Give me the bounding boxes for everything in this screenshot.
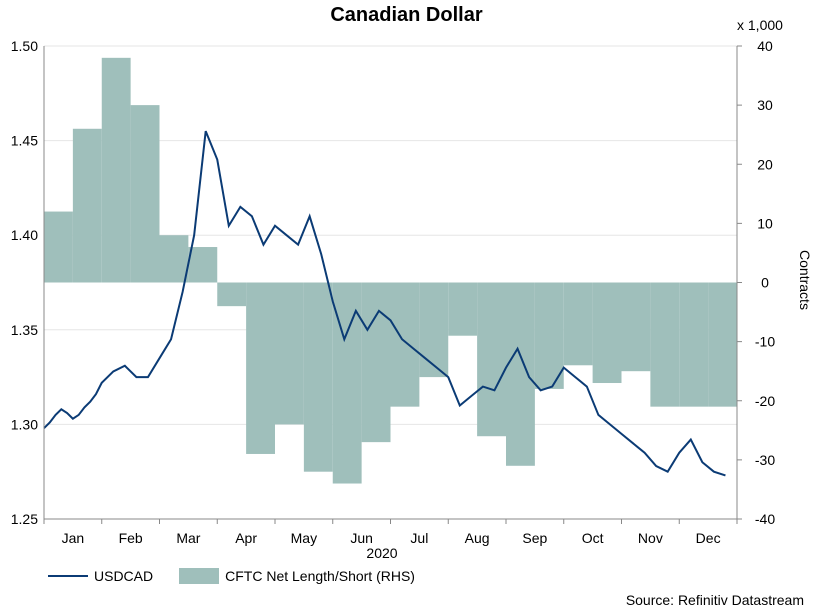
area-bar [708, 282, 737, 407]
legend-swatch-area [179, 568, 220, 584]
month-label: Mar [176, 530, 200, 546]
chart-title: Canadian Dollar [330, 4, 483, 26]
month-label: Jun [350, 530, 373, 546]
area-bar [275, 282, 304, 425]
month-label: Sep [522, 530, 547, 546]
source-note: Source: Refinitiv Datastream [625, 592, 804, 608]
area-bar [101, 57, 131, 283]
area-bar [650, 282, 680, 407]
area-bar [303, 282, 333, 472]
month-label: Jul [410, 530, 428, 546]
month-label: May [291, 530, 317, 546]
right-axis-multiplier: x 1,000 [737, 17, 783, 33]
area-bar [217, 282, 247, 307]
area-bar [246, 282, 275, 454]
left-tick-label: 1.25 [11, 511, 38, 527]
area-bar [534, 282, 564, 389]
area-bar [477, 282, 506, 437]
left-tick-label: 1.45 [11, 133, 38, 149]
right-tick-label: -30 [755, 452, 775, 468]
right-tick-label: 10 [757, 215, 773, 231]
area-bar [44, 211, 73, 283]
area-layer [44, 57, 737, 484]
legend-swatch-line [48, 575, 88, 577]
area-bar [419, 282, 449, 378]
legend: USDCAD CFTC Net Length/Short (RHS) [48, 568, 441, 584]
right-tick-label: 0 [761, 275, 769, 291]
area-bar [72, 128, 102, 283]
month-label: Jan [62, 530, 85, 546]
area-bar [390, 282, 420, 407]
month-label: Apr [235, 530, 257, 546]
area-bar [563, 282, 593, 366]
ticks: 1.25 1.30 1.35 1.40 1.45 1.50 -40 -30 -20 -10 0 10 2… [11, 38, 776, 546]
area-bar [130, 105, 160, 283]
month-label: Nov [638, 530, 663, 546]
month-label: Dec [696, 530, 721, 546]
line-layer [43, 130, 726, 477]
left-tick-label: 1.30 [11, 416, 38, 432]
legend-label-usdcad: USDCAD [94, 568, 154, 584]
usdcad-line [43, 130, 726, 477]
month-label: Oct [582, 530, 604, 546]
month-label: Feb [119, 530, 143, 546]
right-tick-label: -20 [755, 393, 775, 409]
left-tick-label: 1.35 [11, 322, 38, 338]
right-tick-label: -40 [755, 511, 775, 527]
area-bar [361, 282, 391, 443]
area-bar [448, 282, 478, 336]
month-label: Aug [465, 530, 490, 546]
right-tick-label: 30 [757, 97, 773, 113]
left-tick-label: 1.50 [11, 38, 38, 54]
area-bar [188, 247, 218, 283]
area-bar [621, 282, 651, 372]
area-bar [159, 235, 189, 283]
legend-item-usdcad: USDCAD [48, 568, 153, 584]
right-tick-label: 20 [757, 156, 773, 172]
left-tick-label: 1.40 [11, 227, 38, 243]
legend-item-cftc: CFTC Net Length/Short (RHS) [179, 568, 415, 584]
legend-label-cftc: CFTC Net Length/Short (RHS) [225, 568, 415, 584]
area-bar [679, 282, 709, 407]
right-tick-label: 40 [757, 38, 773, 54]
right-axis-label: Contracts [797, 250, 813, 310]
area-bar [506, 282, 535, 466]
right-tick-label: -10 [755, 334, 775, 350]
area-bar [592, 282, 622, 384]
x-axis-label: 2020 [366, 545, 397, 561]
